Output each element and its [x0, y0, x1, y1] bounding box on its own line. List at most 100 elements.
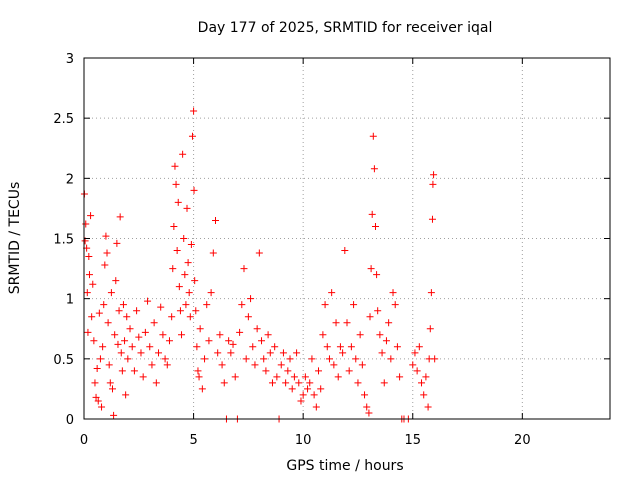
data-point	[312, 403, 320, 411]
data-point	[385, 319, 393, 327]
data-point	[247, 295, 255, 303]
data-point	[415, 343, 423, 351]
data-point	[268, 379, 276, 387]
data-point	[83, 289, 91, 297]
data-point	[96, 355, 104, 363]
data-point	[317, 385, 325, 393]
data-point	[368, 210, 376, 218]
data-point	[116, 213, 124, 221]
data-point	[380, 379, 388, 387]
x-axis-label: GPS time / hours	[286, 458, 403, 474]
data-point	[212, 216, 219, 224]
data-point	[304, 385, 312, 393]
data-point	[290, 373, 298, 381]
data-point	[266, 349, 274, 357]
data-point	[350, 301, 358, 309]
data-point	[141, 328, 149, 336]
y-tick-label: 1	[66, 293, 74, 308]
data-point	[363, 403, 371, 411]
data-point	[299, 391, 307, 399]
data-point	[369, 132, 377, 140]
data-point	[426, 325, 434, 333]
data-point	[178, 331, 186, 339]
data-point	[231, 373, 239, 381]
data-point	[373, 271, 381, 279]
data-point	[229, 340, 237, 348]
data-point	[367, 265, 375, 273]
data-point	[117, 349, 125, 357]
data-point	[121, 337, 129, 345]
data-point	[315, 367, 323, 375]
data-point	[174, 198, 182, 206]
data-point	[196, 325, 204, 333]
data-point	[319, 331, 327, 339]
data-point	[218, 361, 226, 369]
data-point	[161, 355, 169, 363]
data-point	[358, 361, 366, 369]
data-point	[111, 331, 119, 339]
data-point	[150, 319, 158, 327]
data-point	[163, 361, 171, 369]
chart-title: Day 177 of 2025, SRMTID for receiver iqa…	[198, 20, 493, 36]
data-point	[391, 301, 399, 309]
x-tick-label: 5	[189, 433, 197, 448]
data-point	[192, 307, 200, 315]
data-point	[173, 247, 181, 255]
data-point	[371, 222, 379, 230]
data-point	[389, 289, 397, 297]
data-point	[321, 301, 329, 309]
data-point	[102, 232, 110, 240]
data-point	[85, 253, 93, 261]
data-point	[301, 373, 309, 381]
data-point	[370, 165, 378, 173]
data-point	[288, 385, 296, 393]
data-point	[264, 331, 272, 339]
data-point	[330, 361, 338, 369]
data-point	[85, 271, 93, 279]
data-point	[286, 355, 294, 363]
data-point	[94, 397, 102, 405]
data-point	[356, 331, 364, 339]
data-point	[277, 361, 285, 369]
data-point	[409, 361, 417, 369]
data-point	[183, 204, 191, 212]
data-point	[90, 337, 98, 345]
data-point	[205, 337, 213, 345]
data-point	[188, 132, 196, 140]
data-point	[201, 355, 209, 363]
data-point	[376, 331, 384, 339]
data-point	[198, 385, 206, 393]
x-tick-label: 10	[295, 433, 312, 448]
data-point	[310, 391, 318, 399]
data-point	[180, 235, 188, 242]
data-point	[393, 343, 401, 351]
data-point	[339, 349, 347, 357]
data-point	[144, 297, 152, 305]
data-point	[323, 343, 331, 351]
data-point	[175, 283, 183, 291]
data-point	[209, 249, 217, 257]
data-point	[115, 307, 123, 315]
data-point	[82, 220, 90, 228]
data-point	[427, 289, 435, 297]
data-point	[251, 361, 259, 369]
data-point	[91, 379, 99, 387]
data-point	[295, 379, 303, 387]
data-point	[271, 343, 279, 351]
data-point	[382, 337, 390, 345]
data-point	[186, 313, 194, 321]
data-point	[260, 355, 268, 363]
data-point	[236, 328, 244, 336]
data-point	[366, 313, 374, 321]
data-point	[92, 393, 100, 401]
data-point	[225, 337, 233, 345]
data-point	[194, 367, 202, 375]
data-point	[361, 391, 369, 399]
data-point	[216, 331, 224, 339]
x-tick-label: 20	[514, 433, 531, 448]
data-point	[262, 367, 270, 375]
data-point	[190, 186, 198, 194]
data-point	[155, 349, 163, 357]
axis-ticks: 0 0.5 1 1.5 2 2.5 3 0 5 10 15 20	[53, 52, 610, 448]
